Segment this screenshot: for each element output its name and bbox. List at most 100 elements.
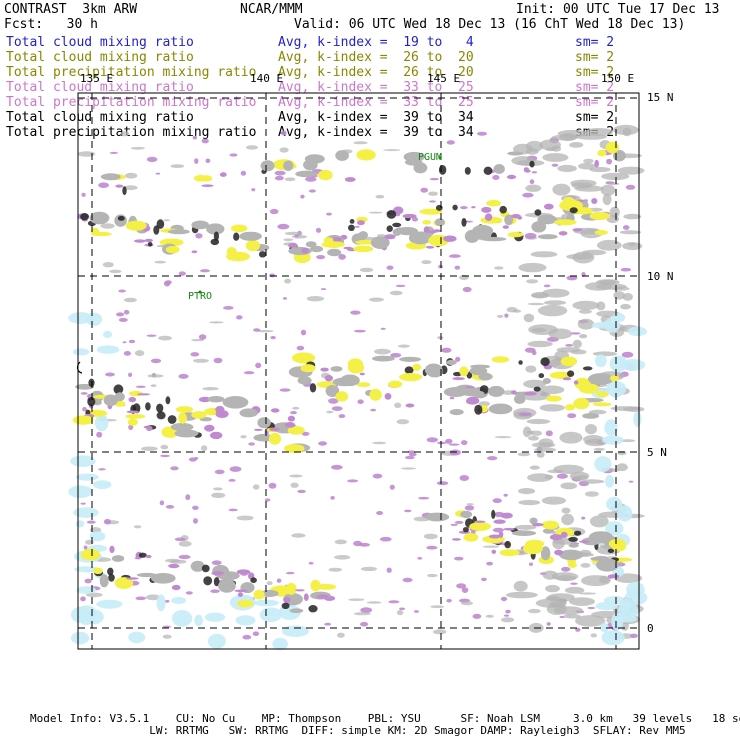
cloud-deep-patch	[389, 290, 403, 296]
cloud-deep-patch	[482, 545, 500, 548]
cloud-deep-patch	[596, 279, 620, 285]
cloud-high-patch	[628, 480, 634, 483]
cloud-deep-patch	[283, 160, 294, 172]
cloud-deep-patch	[284, 278, 292, 284]
cloud-high-patch	[165, 280, 172, 285]
cloud-high-patch	[316, 255, 326, 260]
cloud-high-patch	[567, 413, 577, 419]
cloud-high-patch	[443, 235, 457, 242]
lon-label: 150 E	[601, 72, 635, 85]
cloud-high-patch	[426, 437, 438, 443]
legend-sm: sm= 2	[575, 95, 615, 110]
cloud-high-patch	[454, 265, 461, 270]
cloud-deep-patch	[572, 339, 582, 349]
cloud-deep-patch	[434, 218, 445, 227]
cloud-high-patch	[185, 591, 193, 595]
cloud-low-patch	[128, 631, 146, 644]
precip-core	[258, 251, 267, 258]
cloud-deep-patch	[211, 492, 226, 498]
cloud-deep-patch	[428, 191, 438, 196]
cloud-deep-patch	[163, 219, 171, 222]
cloud-deep-patch	[446, 359, 457, 366]
cloud-high-patch	[606, 158, 613, 165]
cloud-deep-patch	[542, 570, 558, 580]
cloud-high-patch	[287, 415, 295, 422]
cloud-deep-patch	[409, 231, 432, 245]
cloud-high-patch	[488, 534, 501, 539]
cloud-high-patch	[531, 171, 538, 174]
cloud-mid-patch	[567, 562, 577, 568]
cloud-deep-patch	[592, 351, 618, 357]
cloud-deep-patch	[222, 396, 249, 409]
cloud-deep-patch	[359, 267, 374, 273]
lat-label: 10 N	[647, 270, 674, 283]
cloud-deep-patch	[174, 429, 199, 438]
cloud-high-patch	[522, 192, 534, 198]
cloud-deep-patch	[494, 436, 512, 439]
precip-core	[122, 186, 127, 196]
cloud-deep-patch	[585, 424, 597, 435]
lat-label: 5 N	[647, 446, 667, 459]
cloud-mid-patch	[578, 383, 600, 394]
cloud-high-patch	[360, 607, 373, 613]
cloud-mid-patch	[310, 579, 321, 592]
cloud-mid-patch	[178, 412, 188, 424]
precip-core	[567, 370, 575, 378]
cloud-low-patch	[207, 633, 226, 649]
cloud-high-patch	[243, 371, 255, 375]
cloud-deep-patch	[572, 300, 600, 310]
cloud-deep-patch	[596, 301, 606, 311]
cloud-mid-patch	[459, 366, 469, 377]
cloud-high-patch	[251, 188, 256, 192]
cloud-high-patch	[228, 508, 238, 512]
cloud-high-patch	[471, 206, 476, 209]
cloud-deep-patch	[400, 467, 417, 470]
cloud-high-patch	[565, 344, 574, 347]
cloud-high-patch	[347, 479, 359, 483]
cloud-high-patch	[285, 422, 296, 428]
cloud-high-patch	[492, 498, 502, 504]
cloud-high-patch	[343, 246, 353, 250]
precip-core	[308, 605, 318, 613]
cloud-mid-patch	[300, 364, 316, 373]
cloud-high-patch	[559, 615, 565, 619]
cloud-mid-patch	[230, 224, 248, 233]
cloud-deep-patch	[284, 231, 303, 236]
cloud-mid-patch	[321, 241, 345, 248]
cloud-high-patch	[425, 245, 435, 249]
legend-field: Total cloud mixing ratio	[6, 50, 194, 65]
cloud-high-patch	[630, 633, 638, 638]
cloud-high-patch	[277, 223, 290, 230]
cloud-deep-patch	[590, 633, 598, 638]
cloud-low-patch	[71, 631, 90, 645]
cloud-high-patch	[136, 393, 151, 396]
precip-core	[107, 567, 114, 576]
cloud-high-patch	[386, 567, 392, 573]
cloud-mid-patch	[549, 371, 572, 379]
cloud-low-patch	[70, 455, 96, 468]
experiment-title: CONTRAST 3km ARW	[4, 2, 138, 17]
cloud-high-patch	[575, 627, 581, 632]
precip-core	[574, 530, 582, 536]
cloud-high-patch	[81, 192, 86, 197]
cloud-high-patch	[128, 424, 134, 430]
precip-core	[582, 366, 593, 371]
cloud-deep-patch	[478, 401, 490, 407]
cloud-deep-patch	[423, 533, 438, 540]
cloud-deep-patch	[145, 594, 161, 601]
cloud-deep-patch	[507, 151, 524, 156]
precip-core	[435, 204, 443, 211]
cloud-high-patch	[472, 613, 482, 619]
cloud-high-patch	[192, 505, 199, 510]
cloud-deep-patch	[292, 406, 300, 410]
cloud-deep-patch	[575, 134, 607, 140]
cloud-high-patch	[80, 596, 86, 602]
cloud-deep-patch	[529, 517, 538, 525]
cloud-high-patch	[290, 411, 297, 415]
cloud-deep-patch	[559, 431, 583, 444]
cloud-deep-patch	[168, 229, 190, 235]
cloud-mid-patch	[284, 444, 305, 453]
precip-core	[504, 540, 512, 549]
cloud-deep-patch	[124, 172, 138, 179]
cloud-deep-patch	[260, 160, 275, 172]
